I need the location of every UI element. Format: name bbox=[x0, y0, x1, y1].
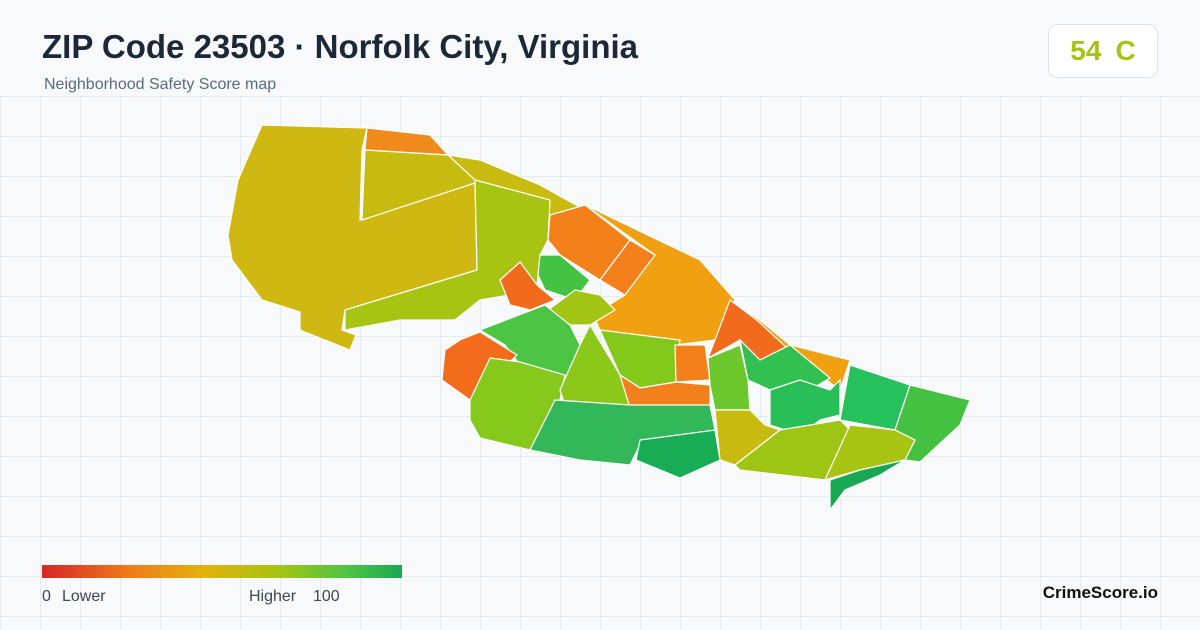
neighborhoods bbox=[227, 124, 971, 512]
legend-max-label: Higher bbox=[249, 588, 297, 605]
legend-max: 100 bbox=[313, 588, 340, 605]
title: ZIP Code 23503 · Norfolk City, Virginia bbox=[42, 28, 638, 65]
score-value: 54 bbox=[1070, 35, 1102, 66]
score-badge: 54 C bbox=[1048, 24, 1158, 78]
brand: CrimeScore.io bbox=[1042, 583, 1158, 602]
legend-min: 0 bbox=[42, 588, 51, 605]
score-grade: C bbox=[1115, 35, 1136, 66]
legend-min-label: Lower bbox=[62, 588, 106, 605]
legend-gradient bbox=[42, 565, 402, 578]
header: ZIP Code 23503 · Norfolk City, Virginia … bbox=[0, 0, 1200, 96]
subtitle: Neighborhood Safety Score map bbox=[44, 76, 277, 93]
